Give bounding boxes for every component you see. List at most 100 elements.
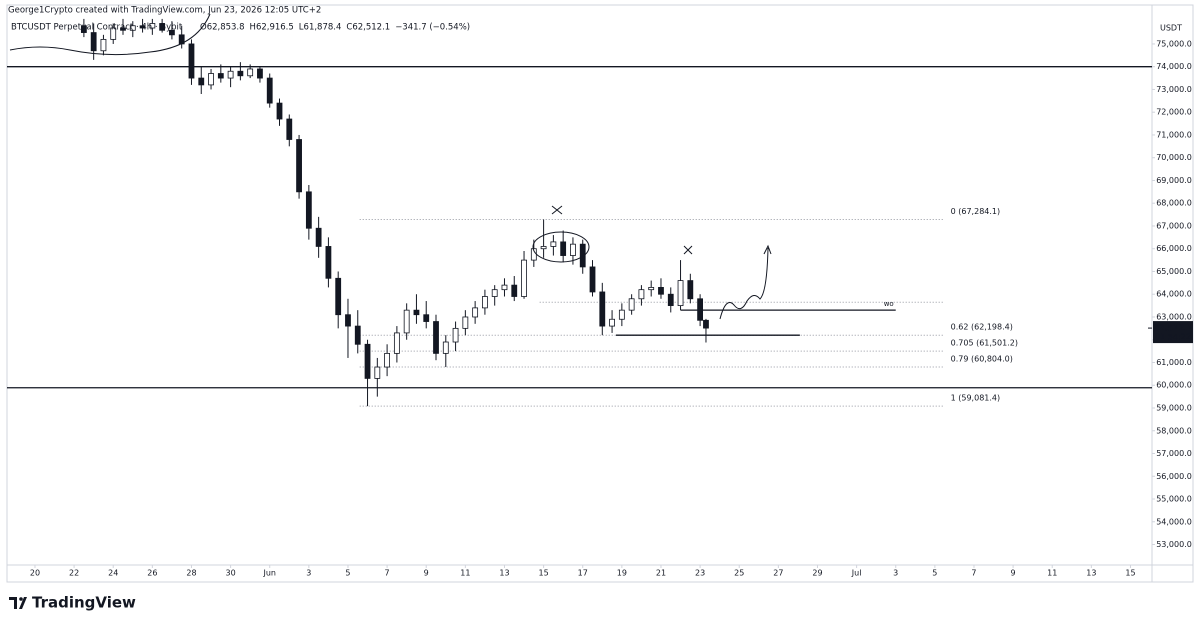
x-tick-label: 22 [69,569,79,578]
x-tick-label: Jul [851,569,862,578]
candle-body [198,77,205,86]
x-tick-label: 11 [1047,569,1057,578]
candle-body [247,68,254,77]
candle-body [677,280,684,307]
y-tick-label: 70,000.0 [1156,153,1192,162]
y-tick-label: 68,000.0 [1156,199,1192,208]
candle-body [237,70,244,77]
candle-body [452,327,459,343]
candle-body [296,139,302,193]
y-tick-label: 69,000.0 [1156,176,1192,185]
candle-body [305,191,312,229]
y-tick-label: 64,000.0 [1156,290,1192,299]
ohlc-value: O62,853.8 [200,23,245,33]
candle-body [403,309,410,334]
candle-body [276,102,283,120]
header: George1Crypto created with TradingView.c… [8,6,321,16]
drawings [9,13,772,320]
x-tick-label: 11 [460,569,470,578]
candle-body [703,319,709,329]
last-price-label: 62,512.1 [1153,324,1193,333]
candle-body [687,280,694,300]
x-tick-label: 26 [147,569,157,578]
x-tick-label: 25 [734,569,744,578]
candle-body [550,241,557,247]
y-tick-label: 55,000.0 [1156,495,1192,504]
x-tick-label: 9 [1011,569,1016,578]
candle-body [589,266,596,293]
brand: TradingView [32,594,136,612]
candle-body [521,259,527,297]
candle-body [120,27,126,31]
x-tick-label: 23 [695,569,705,578]
currency: USDT [1160,24,1182,33]
ohlc-value: L61,878.4 [299,23,342,33]
candle-body [364,343,371,379]
x-tick-label: 29 [812,569,822,578]
x-tick-label: 20 [30,569,40,578]
x-tick-label: 27 [773,569,783,578]
candle-body [286,118,293,140]
candle-body [217,73,224,79]
x-tick-label: 7 [971,569,976,578]
candle-body [472,307,479,318]
candle-body [110,27,117,40]
logo-dot [19,597,23,601]
x-tick-label: 30 [226,569,236,578]
candle-body [159,23,166,31]
candle-body [354,325,361,345]
ohlc-value: −341.7 (−0.54%) [395,23,470,33]
candle-body [139,25,146,29]
candle-body [325,246,332,279]
candle-body [169,29,175,36]
candle-body [100,38,107,52]
candle-body [208,73,214,86]
frame [6,4,1194,583]
candle-body [501,284,508,291]
y-tick-label: 63,000.0 [1156,312,1192,321]
candle-body [648,287,655,291]
y-tick-label: 53,000.0 [1156,540,1192,549]
candle-body [599,291,606,327]
symbol: BTCUSDT Perpetual Contract · 4h · Bybit [11,23,183,33]
y-tick-label: 54,000.0 [1156,517,1192,526]
candle-body [667,293,674,307]
candle-body [149,23,156,29]
y-tick-label: 60,000.0 [1156,381,1192,390]
fib-label: 1 (59,081.4) [951,394,1001,403]
x-tick-label: 24 [108,569,118,578]
y-tick-label: 56,000.0 [1156,472,1192,481]
candle-body [442,341,449,354]
plot-area: 0 (67,284.1) 0.62 (62,198.4) 0.705 (61,501… [7,18,1152,407]
candle-body [482,296,488,309]
candle-body [345,314,351,327]
candle-body [384,352,391,368]
x-tick-label: 17 [578,569,588,578]
candle-body [374,366,381,379]
x-tick-label: 9 [424,569,429,578]
x-mark [551,205,563,215]
fib-label: 0.62 (62,198.4) [951,323,1013,332]
y-tick-label: 73,000.0 [1156,85,1192,94]
candle-body [658,287,664,295]
y-tick-label: 59,000.0 [1156,403,1192,412]
fib-label: 0.705 (61,501.2) [951,339,1018,348]
x-tick-label: 5 [932,569,937,578]
candle-body [393,332,400,354]
y-tick-label: 65,000.0 [1156,267,1192,276]
ohlc-legend: O62,853.8 H62,916.5 L61,878.4 C62,512.1 −341… [200,23,470,33]
x-tick-label: 3 [306,569,311,578]
fib-label: 0 (67,284.1) [951,207,1001,216]
y-tick-label: 74,000.0 [1156,62,1192,71]
candle-body [579,243,586,268]
candle-body [188,43,195,79]
candle-body [609,318,615,327]
candle-body [570,243,576,256]
candle-body [129,25,136,31]
candle-body [491,289,498,297]
x-tick-label: 13 [499,569,509,578]
x-tick-label: 19 [617,569,627,578]
x-tick-label: 15 [539,569,549,578]
x-tick-label: 13 [1086,569,1096,578]
circle-drawing [532,231,590,263]
